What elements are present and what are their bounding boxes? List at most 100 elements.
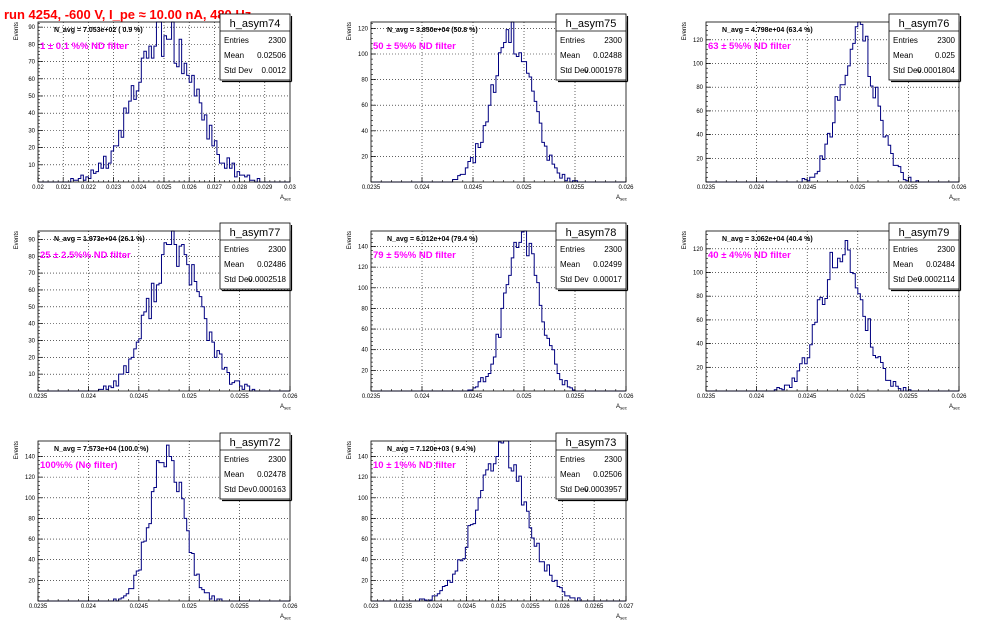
stats-label: Entries xyxy=(560,36,585,45)
histogram-name: h_asym76 xyxy=(899,18,950,30)
histogram-name: h_asym77 xyxy=(230,227,281,239)
y-tick-label: 120 xyxy=(358,475,369,481)
stats-label: Mean xyxy=(893,51,913,60)
plot-frame xyxy=(370,21,627,183)
histogram-panel: 0.0235 0.024 0.0245 0.025 0.0255 0.026 20 40 60 8… xyxy=(682,13,967,202)
stats-box xyxy=(219,432,291,500)
x-tick-label: 0.0255 xyxy=(899,185,918,191)
histogram-panel: 0.0235 0.024 0.0245 0.025 0.0255 0.026 20 40 60 8… xyxy=(682,222,967,411)
x-tick-label: 0.024 xyxy=(81,604,97,610)
x-tick-label: 0.025 xyxy=(182,394,198,400)
x-axis-title: Asec xyxy=(280,614,292,621)
x-tick-label: 0.026 xyxy=(618,185,634,191)
x-axis-title: Asec xyxy=(949,195,961,202)
y-tick-label: 140 xyxy=(358,244,369,250)
y-axis-title: Events xyxy=(347,22,353,40)
y-tick-label: 40 xyxy=(361,129,368,135)
histogram-name: h_asym72 xyxy=(230,437,281,449)
x-tick-label: 0.027 xyxy=(618,604,634,610)
x-tick-label: 0.022 xyxy=(81,185,97,191)
y-tick-label: 80 xyxy=(28,516,35,522)
y-tick-label: 40 xyxy=(28,558,35,564)
y-tick-label: 20 xyxy=(696,156,703,162)
plot-frame xyxy=(705,21,960,183)
y-tick-label: 40 xyxy=(361,348,368,354)
stats-label: Mean xyxy=(560,470,580,479)
histogram-name: h_asym79 xyxy=(899,227,950,239)
x-tick-label: 0.0245 xyxy=(130,394,149,400)
stats-box xyxy=(888,222,960,290)
x-tick-label: 0.03 xyxy=(284,185,296,191)
x-tick-label: 0.0235 xyxy=(362,185,381,191)
stats-value: 2300 xyxy=(268,455,286,464)
stats-box xyxy=(219,222,291,290)
y-tick-label: 80 xyxy=(28,254,35,260)
y-axis-title: Events xyxy=(347,441,353,459)
x-tick-label: 0.024 xyxy=(749,394,765,400)
x-axis-title: Asec xyxy=(616,195,628,202)
x-tick-label: 0.0255 xyxy=(230,604,249,610)
filter-label: 25 ± 2.5%% ND filter xyxy=(40,250,131,261)
y-tick-label: 100 xyxy=(358,52,369,58)
y-tick-label: 20 xyxy=(28,355,35,361)
filter-label: 10 ± 1%% ND filter xyxy=(373,460,456,471)
x-tick-label: 0.0235 xyxy=(394,604,413,610)
y-tick-label: 60 xyxy=(361,103,368,109)
run-title: run 4254, -600 V, I_pe ≈ 10.00 nA, 480 H… xyxy=(4,7,252,22)
histogram-name: h_asym75 xyxy=(566,18,617,30)
navg-label: N_avg = 7.120e+03 ( 9.4 %) xyxy=(387,446,476,453)
x-axis-title: Asec xyxy=(280,195,292,202)
stats-label: Std Dev xyxy=(560,275,588,284)
y-tick-label: 30 xyxy=(28,128,35,134)
stats-label: Std Dev xyxy=(224,66,252,75)
stats-label: Std Dev xyxy=(224,485,252,494)
navg-label: N_avg = 7.573e+04 (100.0 %) xyxy=(54,446,149,453)
x-tick-label: 0.026 xyxy=(618,394,634,400)
x-tick-label: 0.024 xyxy=(414,185,430,191)
y-tick-label: 100 xyxy=(693,270,704,276)
stats-value: 0.0012 xyxy=(262,66,287,75)
y-tick-label: 70 xyxy=(28,60,35,66)
y-axis-title: Events xyxy=(14,22,20,40)
x-tick-label: 0.025 xyxy=(491,604,507,610)
y-axis-title: Events xyxy=(347,231,353,249)
histogram-panel: 0.0235 0.024 0.0245 0.025 0.0255 0.026 10 20 30 4… xyxy=(14,222,298,411)
x-tick-label: 0.024 xyxy=(131,185,147,191)
y-tick-label: 60 xyxy=(696,318,703,324)
stats-value: 0.000163 xyxy=(253,485,287,494)
y-axis-title: Events xyxy=(14,441,20,459)
y-axis-title: Events xyxy=(682,22,688,40)
x-tick-label: 0.0235 xyxy=(29,394,48,400)
x-tick-label: 0.0235 xyxy=(29,604,48,610)
x-tick-label: 0.0255 xyxy=(899,394,918,400)
stats-value: 0.0002114 xyxy=(918,275,956,284)
stats-value: 2300 xyxy=(937,36,955,45)
x-tick-label: 0.028 xyxy=(232,185,248,191)
x-tick-label: 0.025 xyxy=(850,394,866,400)
y-tick-label: 20 xyxy=(28,146,35,152)
y-tick-label: 90 xyxy=(28,237,35,243)
stats-value: 0.0002518 xyxy=(248,275,286,284)
navg-label: N_avg = 1.973e+04 (26.1 %) xyxy=(54,236,145,243)
y-tick-label: 20 xyxy=(28,578,35,584)
stats-box xyxy=(555,13,627,81)
stats-value: 2300 xyxy=(937,245,955,254)
filter-label: 40 ± 4%% ND filter xyxy=(708,250,791,261)
filter-label: 50 ± 5%% ND filter xyxy=(373,41,456,52)
x-tick-label: 0.027 xyxy=(207,185,223,191)
y-tick-label: 120 xyxy=(693,38,704,44)
histogram-panel: 0.023 0.0235 0.024 0.0245 0.025 0.0255 0.026 0.… xyxy=(347,432,634,621)
plot-frame xyxy=(705,230,960,392)
stats-label: Std Dev xyxy=(224,275,252,284)
x-tick-label: 0.024 xyxy=(427,604,443,610)
stats-box xyxy=(888,13,960,81)
x-tick-label: 0.0255 xyxy=(566,185,585,191)
y-tick-label: 100 xyxy=(693,61,704,67)
y-tick-label: 40 xyxy=(28,111,35,117)
stats-value: 0.025 xyxy=(935,51,956,60)
y-tick-label: 30 xyxy=(28,338,35,344)
x-tick-label: 0.026 xyxy=(951,185,967,191)
stats-label: Std Dev xyxy=(893,66,921,75)
y-tick-label: 70 xyxy=(28,271,35,277)
y-tick-label: 80 xyxy=(28,42,35,48)
